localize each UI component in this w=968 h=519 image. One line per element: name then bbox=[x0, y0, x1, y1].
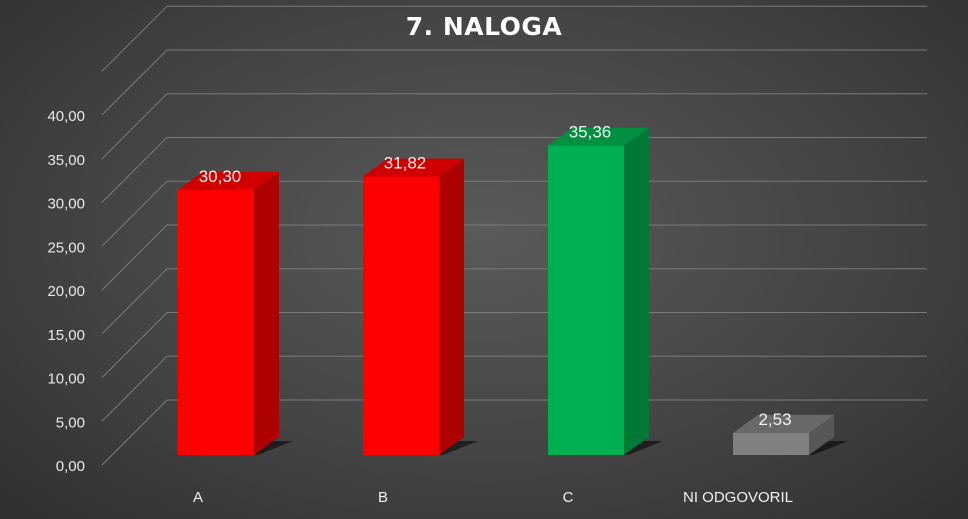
y-tick-label: 35,00 bbox=[47, 152, 85, 169]
data-labels: 30,30 31,82 35,36 2,53 bbox=[199, 123, 792, 429]
y-tick-label: 10,00 bbox=[47, 371, 85, 388]
data-label: 31,82 bbox=[384, 154, 427, 173]
data-label: 35,36 bbox=[569, 123, 612, 142]
gridline bbox=[101, 224, 927, 291]
bar bbox=[363, 158, 478, 455]
gridline bbox=[101, 49, 927, 116]
gridline bbox=[101, 5, 927, 72]
y-tick-label: 30,00 bbox=[47, 196, 85, 213]
x-tick-label: C bbox=[563, 489, 574, 506]
data-label: 30,30 bbox=[199, 167, 242, 186]
y-tick-label: 15,00 bbox=[47, 327, 85, 344]
bar bbox=[178, 171, 293, 455]
gridline bbox=[101, 355, 927, 422]
x-tick-label: A bbox=[193, 489, 203, 506]
bar bbox=[548, 127, 663, 455]
chart-title: 7. NALOGA bbox=[405, 12, 563, 41]
bar bbox=[733, 414, 848, 455]
gridline bbox=[101, 93, 927, 160]
y-tick-label: 0,00 bbox=[56, 458, 85, 475]
gridline bbox=[101, 268, 927, 335]
gridlines bbox=[101, 5, 927, 466]
gridline bbox=[101, 180, 927, 247]
bars bbox=[178, 127, 848, 455]
x-tick-label: NI ODGOVORIL bbox=[683, 489, 793, 506]
y-tick-label: 20,00 bbox=[47, 283, 85, 300]
x-axis-labels: A B C NI ODGOVORIL bbox=[193, 489, 793, 506]
y-tick-label: 5,00 bbox=[56, 414, 85, 431]
data-label: 2,53 bbox=[758, 410, 791, 429]
y-tick-label: 40,00 bbox=[47, 108, 85, 125]
x-tick-label: B bbox=[378, 489, 388, 506]
gridline bbox=[101, 137, 927, 203]
y-tick-label: 25,00 bbox=[47, 239, 85, 256]
gridline bbox=[101, 312, 927, 378]
y-axis-ticks: 0,00 5,00 10,00 15,00 20,00 25,00 30,00 35,00 40… bbox=[47, 108, 85, 475]
gridline bbox=[101, 399, 927, 466]
